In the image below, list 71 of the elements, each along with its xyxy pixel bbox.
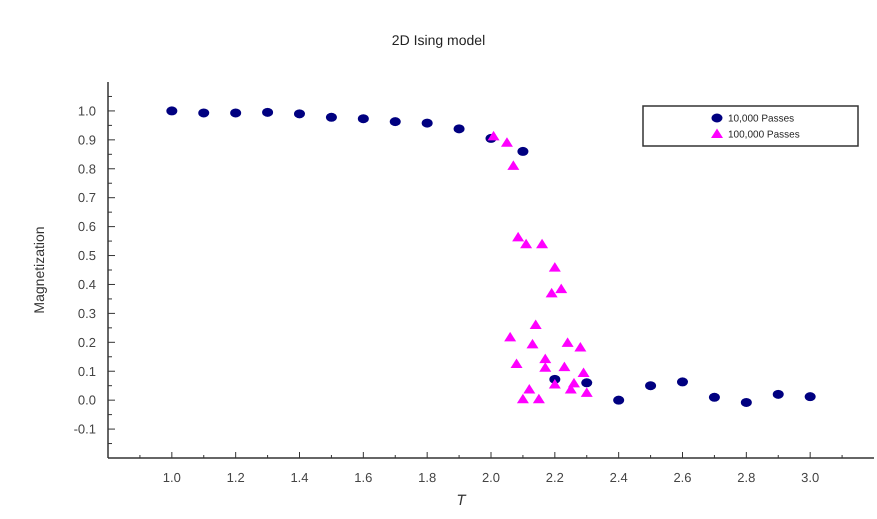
- point: [530, 319, 542, 329]
- point: [488, 130, 500, 140]
- x-tick-label: 1.0: [162, 470, 181, 485]
- x-tick-label: 3.0: [801, 470, 820, 485]
- x-tick-label: 1.8: [418, 470, 436, 485]
- point: [422, 118, 433, 128]
- point: [548, 379, 561, 389]
- x-tick-label: 2.4: [610, 470, 628, 485]
- point: [294, 109, 305, 118]
- y-tick-label: 1.0: [78, 103, 96, 118]
- point: [772, 390, 784, 399]
- point: [555, 284, 568, 294]
- chart-title: 2D Ising model: [392, 32, 486, 48]
- y-tick-label: 0.4: [78, 277, 96, 292]
- point: [580, 387, 593, 397]
- point: [510, 358, 523, 368]
- point: [574, 342, 586, 352]
- point: [562, 337, 574, 347]
- y-tick-label: 0.6: [78, 219, 96, 234]
- point: [804, 392, 816, 402]
- point: [516, 394, 529, 404]
- point: [578, 367, 590, 377]
- point: [613, 396, 624, 405]
- point: [198, 108, 210, 118]
- point: [740, 398, 752, 407]
- point: [326, 112, 337, 122]
- y-tick-label: 0.9: [78, 132, 96, 148]
- x-axis-title: T: [456, 492, 468, 509]
- y-tick-label: 0.1: [78, 364, 96, 379]
- point: [536, 238, 548, 248]
- x-tick-label: 2.0: [482, 470, 500, 485]
- legend-label: 10,000 Passes: [728, 114, 794, 124]
- x-tick-label: 1.2: [226, 470, 245, 485]
- x-tick-label: 1.4: [290, 470, 309, 485]
- point: [581, 378, 592, 388]
- point: [454, 124, 465, 134]
- y-tick-label: 0.5: [78, 248, 96, 264]
- point: [558, 362, 570, 372]
- x-tick-label: 2.6: [673, 470, 692, 485]
- x-tick-label: 1.6: [354, 470, 372, 485]
- point: [523, 384, 536, 394]
- point: [548, 262, 561, 272]
- point: [677, 377, 688, 386]
- point: [517, 146, 528, 156]
- point: [645, 381, 656, 390]
- y-tick-label: 0.7: [78, 190, 96, 206]
- point: [539, 362, 552, 372]
- point: [532, 394, 545, 404]
- point: [708, 392, 720, 402]
- point: [507, 160, 520, 170]
- legend-label: 100,000 Passes: [728, 130, 800, 140]
- x-tick-label: 2.2: [546, 470, 564, 485]
- x-tick-label: 2.8: [737, 470, 756, 485]
- y-tick-label: -0.1: [74, 422, 96, 437]
- point: [500, 137, 513, 147]
- point: [390, 117, 401, 126]
- point: [526, 338, 538, 348]
- point: [230, 108, 242, 118]
- y-tick-label: 0.8: [78, 161, 96, 176]
- point: [520, 238, 532, 248]
- point: [166, 106, 178, 116]
- point: [512, 232, 524, 242]
- y-tick-label: 0.3: [78, 306, 96, 321]
- y-axis-title: Magnetization: [31, 226, 47, 314]
- y-tick-label: 0.0: [78, 392, 96, 408]
- point: [262, 108, 274, 117]
- point: [539, 354, 552, 364]
- y-tick-label: 0.2: [78, 334, 96, 350]
- point: [546, 288, 558, 298]
- point: [504, 332, 516, 342]
- point: [358, 114, 369, 124]
